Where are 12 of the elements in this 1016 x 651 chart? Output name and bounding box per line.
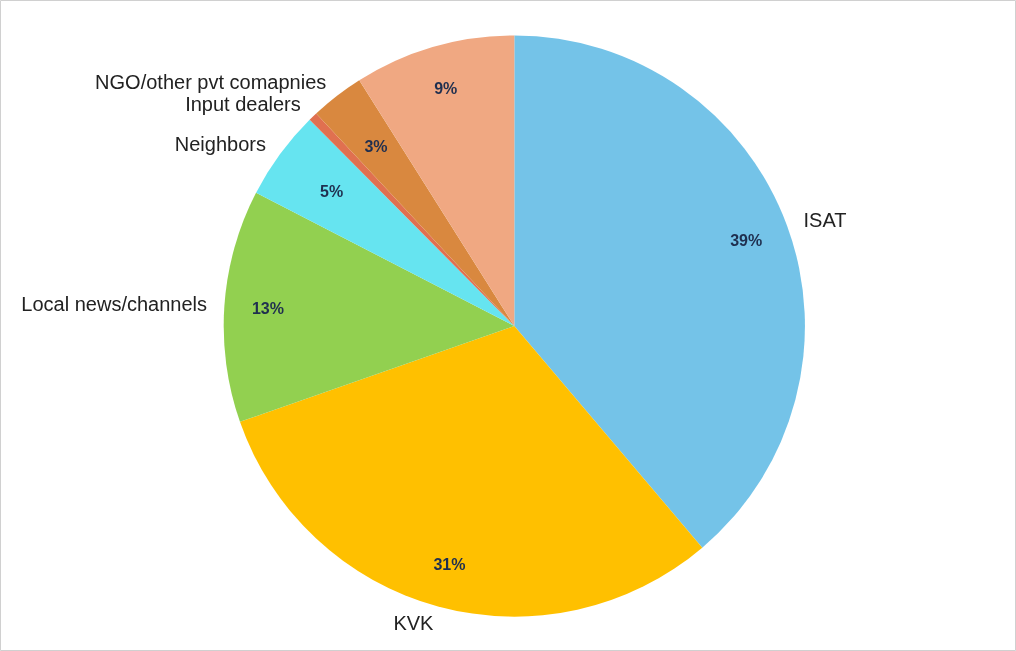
slice-label: ISAT: [803, 208, 847, 231]
data-label: 31%: [433, 555, 466, 573]
data-label: 39%: [730, 232, 763, 250]
data-label: 5%: [319, 183, 344, 201]
slice-label: KVK: [393, 612, 435, 635]
slice-label: Input dealers: [185, 92, 301, 115]
data-label: 9%: [434, 80, 458, 98]
slice-label: Local news/channels: [21, 293, 208, 316]
slice-label: NGO/other pvt comapnies: [95, 70, 327, 93]
data-label: 13%: [251, 300, 284, 318]
slice-label: Neighbors: [174, 132, 266, 155]
data-label: 3%: [364, 137, 388, 155]
